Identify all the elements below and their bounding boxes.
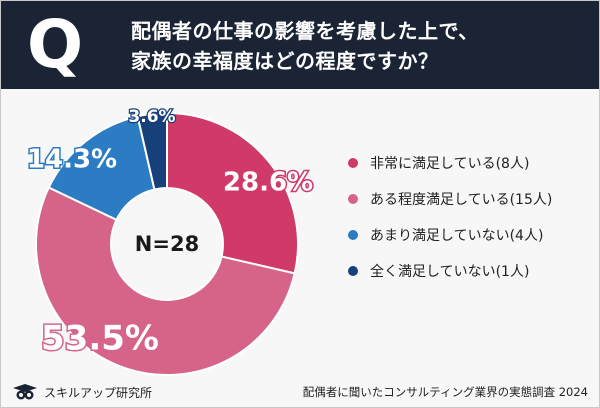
question-line-1: 配偶者の仕事の影響を考慮した上で、 [131, 19, 479, 43]
donut-slice-4 [136, 111, 168, 191]
question-line-2: 家族の幸福度はどの程度ですか？ [131, 49, 439, 73]
slice-label-1: 28.6% [223, 168, 313, 198]
slice-label-4: 3.6% [128, 107, 175, 127]
brand-logo: スキルアップ研究所 [12, 382, 152, 402]
slice-label-2: 53.5% [41, 319, 159, 359]
donut-chart: 28.6% 53.5% 14.3% 3.6% N=28 非常に満足している(8人) ある程度… [25, 106, 552, 376]
donut-slice-2 [35, 186, 296, 376]
legend-dot-2 [348, 194, 358, 204]
legend-dot-3 [348, 230, 358, 240]
legend-label-1: 非常に満足している(8人) [370, 156, 529, 172]
legend-label-3: あまり満足していない(4人) [370, 228, 543, 244]
survey-source: 配偶者に聞いたコンサルティング業界の実態調査 2024 [302, 385, 588, 399]
owl-graduate-icon [13, 384, 37, 400]
slice-label-3: 14.3% [27, 145, 117, 175]
legend-label-2: ある程度満足している(15人) [370, 192, 552, 208]
legend-dot-4 [348, 266, 358, 276]
brand-name: スキルアップ研究所 [44, 385, 153, 400]
legend-label-4: 全く満足していない(1人) [370, 263, 529, 280]
question-header: Q 配偶者の仕事の影響を考慮した上で、 家族の幸福度はどの程度ですか？ [1, 1, 599, 89]
q-mark-icon: Q [26, 6, 84, 83]
legend-dot-1 [348, 158, 358, 168]
center-label: N=28 [135, 232, 199, 256]
donut-slice-1 [166, 111, 299, 275]
